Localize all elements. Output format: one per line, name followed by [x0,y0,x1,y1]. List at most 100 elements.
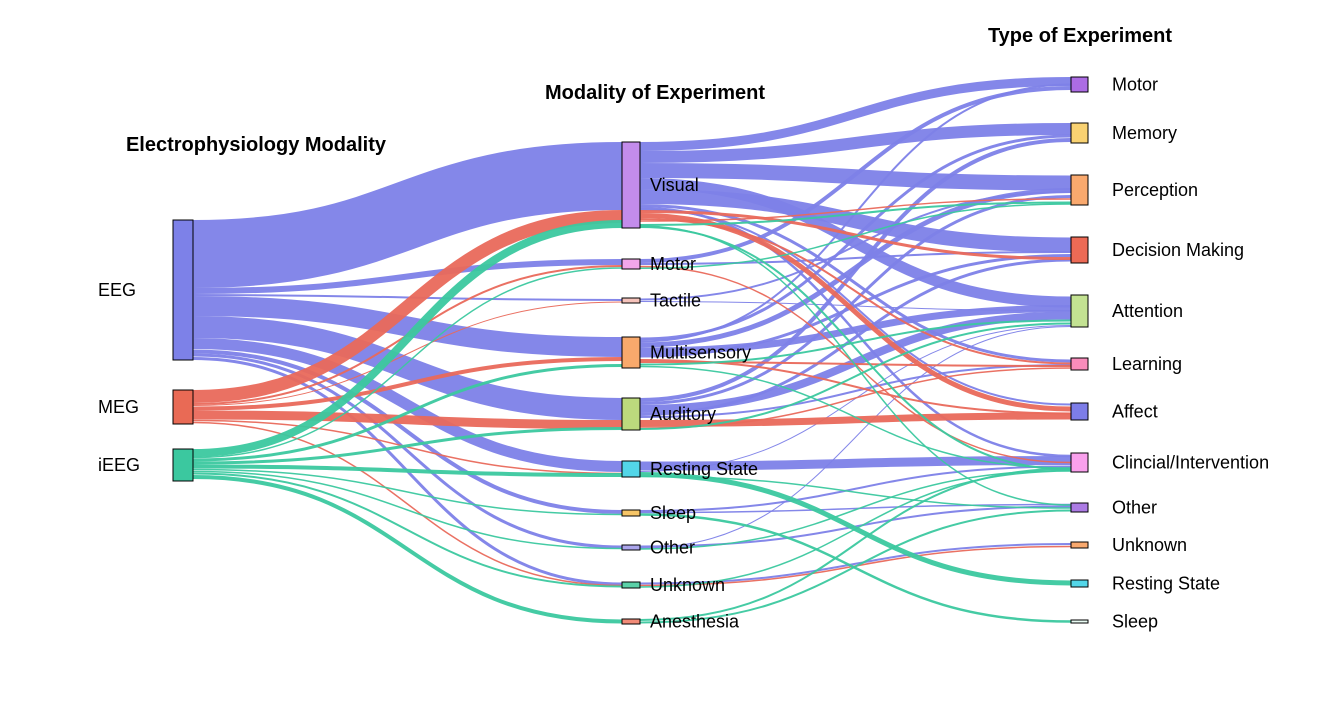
flow-eeg-to-sleep_m [192,349,623,514]
node-label-memory: Memory [1112,123,1177,143]
flow-anesthesia-to-clincial [639,467,1072,621]
flow-ieeg-to-visual [192,220,623,457]
node-label-unknown_m: Unknown [650,575,725,595]
node-clincial[interactable] [1070,452,1089,473]
node-ieeg[interactable] [172,448,194,482]
flow-visual-to-decision [639,189,1072,253]
flow-auditory-to-attention [639,322,1072,430]
node-label-clincial: Clincial/Intervention [1112,453,1269,473]
node-label-ieeg: iEEG [98,455,140,475]
node-label-unknown_r: Unknown [1112,535,1187,555]
node-visual[interactable] [621,141,641,229]
node-label-resting_m: Resting State [650,459,758,479]
node-label-multisensory: Multisensory [650,343,751,363]
node-label-decision: Decision Making [1112,240,1244,260]
node-multisensory[interactable] [621,336,641,369]
node-label-auditory: Auditory [650,404,716,424]
node-anesthesia[interactable] [621,618,641,625]
flow-visual-to-attention [639,178,1072,308]
flow-visual-to-perception [639,201,1072,226]
node-auditory[interactable] [621,397,641,431]
flow-eeg-to-tactile [192,294,623,301]
flow-ieeg-to-auditory [192,427,623,465]
flow-motor_m-to-decision [639,251,1072,265]
node-perception[interactable] [1070,174,1089,206]
flow-sleep_m-to-clincial [639,465,1072,512]
flow-sleep_m-to-sleep_r [639,513,1072,623]
node-attention[interactable] [1070,294,1089,328]
node-label-affect: Affect [1112,402,1158,422]
node-motor_m[interactable] [621,258,641,270]
flow-meg-to-auditory [192,410,623,429]
node-label-motor_r: Motor [1112,75,1158,95]
node-label-visual: Visual [650,175,699,195]
flow-auditory-to-decision [639,258,1072,416]
flow-ieeg-to-unknown_m [192,472,623,588]
flow-visual-to-memory [639,123,1072,163]
node-sleep_r[interactable] [1070,619,1089,624]
node-motor_r[interactable] [1070,76,1089,93]
node-label-resting_r: Resting State [1112,574,1220,594]
flow-other_m-to-attention [639,326,1072,549]
node-tactile[interactable] [621,297,641,304]
node-label-other_m: Other [650,538,695,558]
flow-eeg-to-multisensory [192,296,623,357]
flow-visual-to-clincial [639,226,1072,471]
flow-meg-to-multisensory [192,357,623,411]
node-label-sleep_r: Sleep [1112,612,1158,632]
node-learning[interactable] [1070,357,1089,371]
flow-eeg-to-visual [192,142,623,288]
node-unknown_r[interactable] [1070,541,1089,549]
node-meg[interactable] [172,389,194,425]
node-memory[interactable] [1070,122,1089,144]
node-resting_m[interactable] [621,460,641,478]
flow-multisensory-to-attention [639,319,1072,366]
flow-ieeg-to-resting_m [192,464,623,477]
node-label-other_r: Other [1112,498,1157,518]
flow-meg-to-visual [192,210,623,403]
flow-motor_m-to-perception [639,203,1072,270]
node-affect[interactable] [1070,402,1089,421]
flow-anesthesia-to-other_r [639,509,1072,624]
flow-meg-to-unknown_m [192,421,623,587]
flow-auditory-to-learning [639,364,1072,418]
flow-visual-to-perception [639,198,1072,222]
flow-visual-to-motor_r [639,77,1072,151]
column-title-type-of-experiment: Type of Experiment [987,25,1173,47]
node-resting_r[interactable] [1070,579,1089,588]
node-unknown_m[interactable] [621,581,641,589]
flow-eeg-to-motor_m [192,259,623,294]
flow-eeg-to-auditory [192,316,623,420]
flow-visual-to-learning [639,218,1072,365]
node-label-learning: Learning [1112,354,1182,374]
node-decision[interactable] [1070,236,1089,264]
flow-multisensory-to-attention [639,305,1072,355]
flow-eeg-to-other_m [192,353,623,549]
column-title-modality-of-experiment: Modality of Experiment [544,82,766,104]
flow-ieeg-to-motor_m [192,267,623,459]
node-label-anesthesia: Anesthesia [650,612,740,632]
flow-auditory-to-memory [639,138,1072,402]
flow-other_m-to-clincial [639,469,1072,550]
node-label-motor_m: Motor [650,254,696,274]
node-label-eeg: EEG [98,280,136,300]
flow-eeg-to-resting_m [192,338,623,472]
flow-ieeg-to-multisensory [192,364,623,462]
node-label-meg: MEG [98,397,139,417]
node-label-perception: Perception [1112,180,1198,200]
node-sleep_m[interactable] [621,509,641,517]
flow-auditory-to-attention [639,311,1072,413]
node-other_m[interactable] [621,544,641,551]
node-label-tactile: Tactile [650,291,701,311]
flow-meg-to-tactile [192,301,623,406]
flow-resting_m-to-clincial [639,456,1072,471]
flow-visual-to-decision [639,210,1072,260]
node-other_r[interactable] [1070,502,1089,513]
flow-resting_m-to-other_r [639,475,1072,509]
flow-auditory-to-learning [639,367,1072,429]
flow-ieeg-to-anesthesia [192,475,623,624]
node-eeg[interactable] [172,219,194,361]
flow-ieeg-to-other_m [192,470,623,550]
